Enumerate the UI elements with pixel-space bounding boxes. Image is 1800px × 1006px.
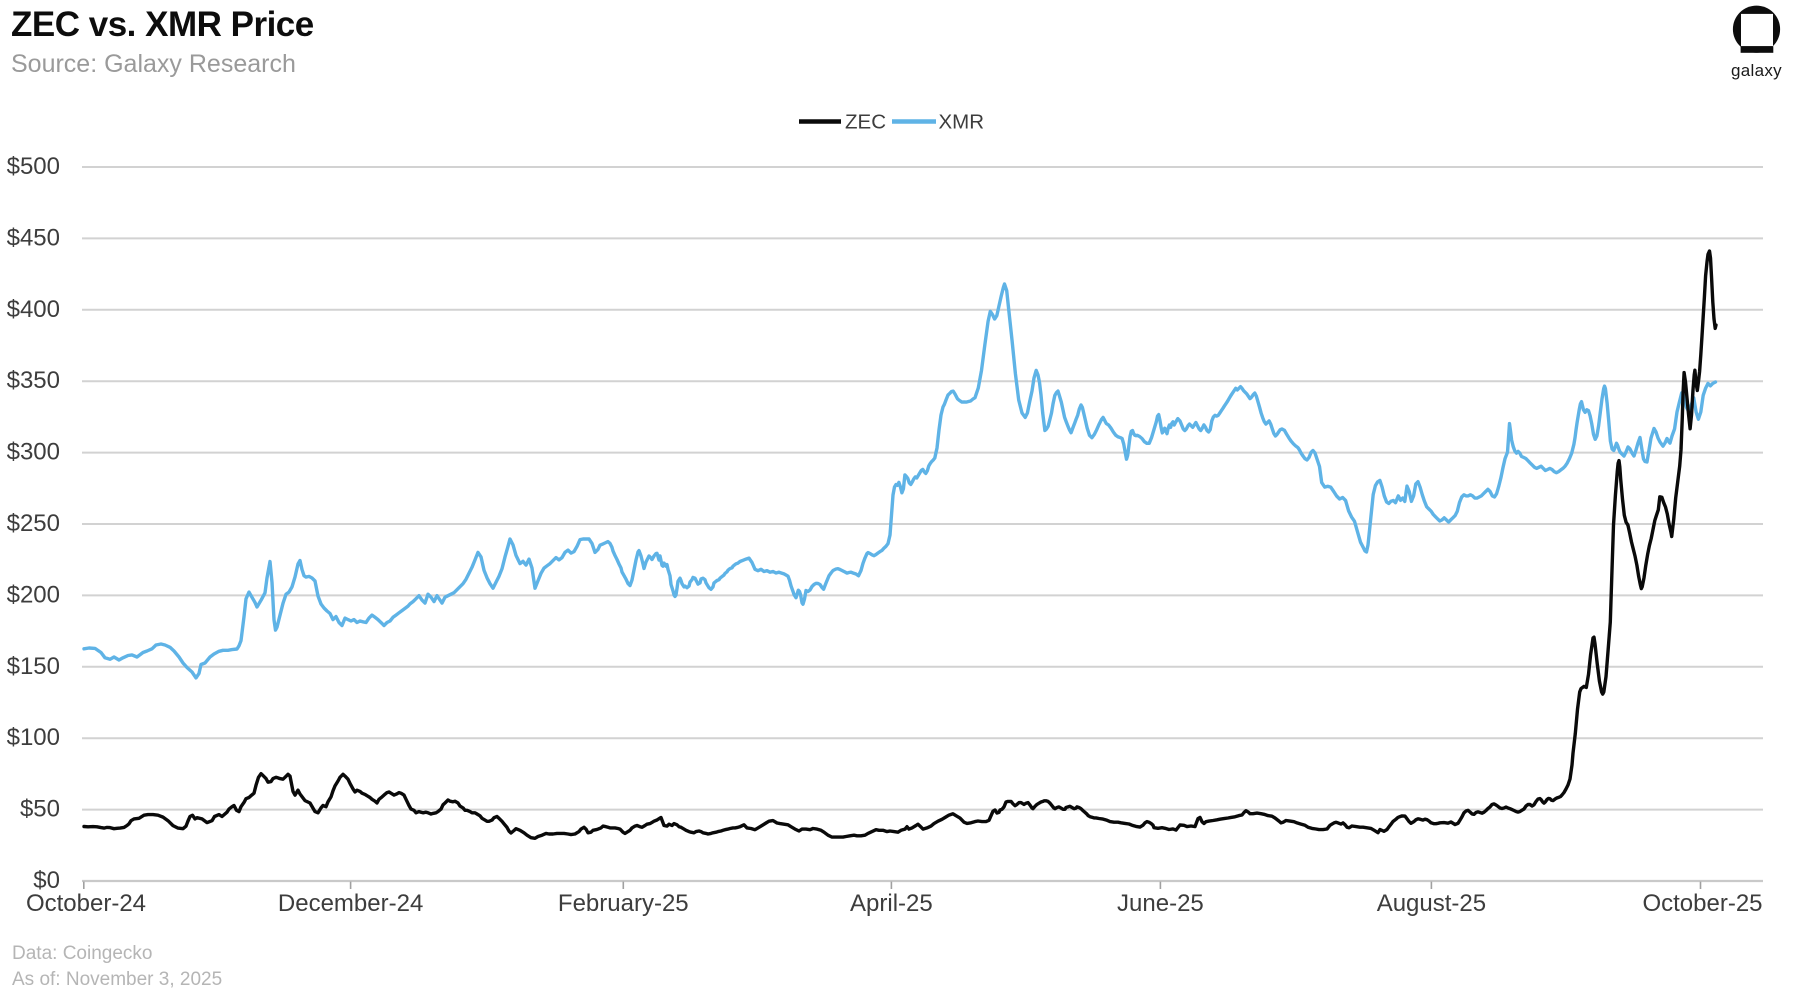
svg-text:$0: $0 (33, 867, 60, 894)
svg-text:Source: Galaxy Research: Source: Galaxy Research (11, 50, 296, 78)
svg-text:April-25: April-25 (850, 890, 933, 917)
svg-text:February-25: February-25 (558, 890, 689, 917)
svg-text:August-25: August-25 (1377, 890, 1486, 917)
svg-text:XMR: XMR (939, 111, 985, 134)
svg-text:Data: Coingecko: Data: Coingecko (12, 943, 152, 964)
svg-text:October-24: October-24 (26, 890, 146, 917)
svg-text:ZEC vs. XMR Price: ZEC vs. XMR Price (11, 5, 314, 44)
svg-text:$200: $200 (7, 581, 60, 608)
svg-text:$350: $350 (7, 367, 60, 394)
svg-text:$400: $400 (7, 296, 60, 323)
svg-text:As of: November 3, 2025: As of: November 3, 2025 (12, 969, 222, 990)
svg-text:ZEC: ZEC (845, 111, 886, 134)
svg-text:$50: $50 (20, 796, 60, 823)
svg-text:$500: $500 (7, 153, 60, 180)
svg-text:galaxy: galaxy (1731, 61, 1782, 80)
svg-text:$100: $100 (7, 724, 60, 751)
svg-text:June-25: June-25 (1117, 890, 1204, 917)
svg-text:$150: $150 (7, 653, 60, 680)
svg-text:December-24: December-24 (278, 890, 423, 917)
svg-text:October-25: October-25 (1642, 890, 1762, 917)
svg-text:$300: $300 (7, 439, 60, 466)
svg-text:$250: $250 (7, 510, 60, 537)
svg-text:$450: $450 (7, 224, 60, 251)
